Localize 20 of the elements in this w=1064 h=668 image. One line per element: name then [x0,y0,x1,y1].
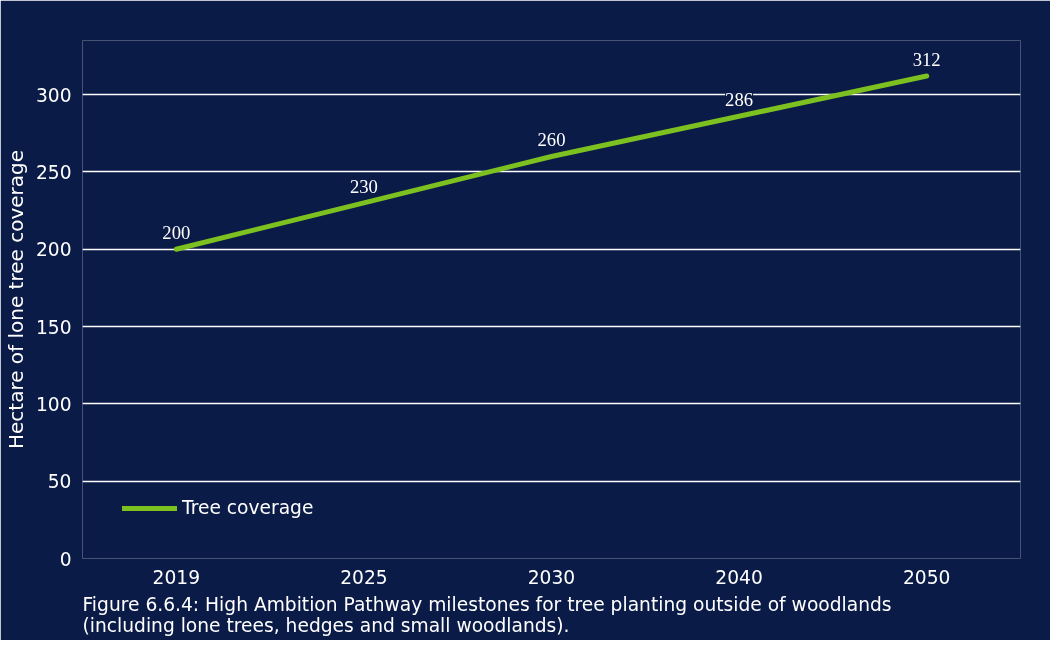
data-label: 200 [162,222,191,244]
y-tick-label: 150 [35,316,72,338]
legend-label: Tree coverage [182,497,314,518]
x-tick-label: 2050 [902,566,951,588]
y-tick-label: 0 [59,548,72,570]
y-tick-label: 50 [47,471,72,493]
y-tick-label: 200 [35,239,72,261]
x-tick-label: 2030 [527,566,576,588]
data-label: 230 [349,175,378,197]
caption: Figure 6.6.4: High Ambition Pathway milestones for tree planting outside of woodlands (including lone trees, hedges and small woodlands). [82,593,892,636]
y-axis-title: Hectare of lone tree coverage [3,149,28,450]
y-tick-label: 100 [35,393,72,415]
data-label: 286 [725,89,754,111]
data-label: 260 [537,129,566,151]
y-tick-label: 300 [35,84,72,106]
x-tick-label: 2025 [340,566,388,588]
y-tick-label: 250 [35,161,72,183]
data-label: 312 [912,49,941,71]
x-tick-label: 2040 [715,566,763,588]
x-tick-label: 2019 [152,566,201,588]
